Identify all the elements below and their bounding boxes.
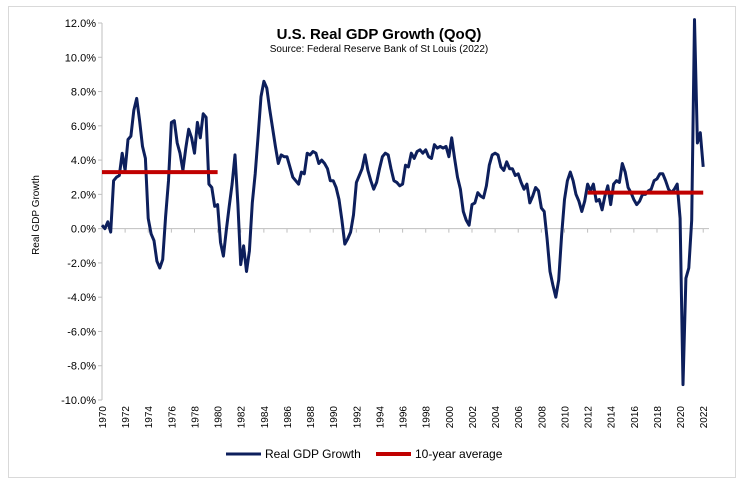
x-tick-label: 2022 [699, 406, 710, 429]
x-tick-label: 1980 [214, 406, 225, 429]
x-axis: 1970 1972 1974 1976 1978 1980 1982 1984 1986 1988… [98, 228, 710, 429]
x-tick-label: 1990 [329, 406, 340, 429]
y-tick-label: 12.0% [65, 18, 96, 30]
y-tick-label: 8.0% [71, 87, 96, 99]
x-tick-label: 2014 [607, 406, 618, 429]
x-tick-label: 1994 [375, 406, 386, 429]
x-tick-label: 1976 [167, 406, 178, 429]
x-tick-label: 2008 [537, 406, 548, 429]
x-tick-label: 1978 [190, 406, 201, 429]
y-tick-label: 4.0% [71, 155, 96, 167]
x-tick-label: 2000 [445, 406, 456, 429]
y-tick-label: 10.0% [65, 52, 96, 64]
y-axis-label: Real GDP Growth [31, 175, 42, 255]
legend-label-gdp: Real GDP Growth [265, 447, 361, 461]
x-tick-label: 1972 [121, 406, 132, 429]
x-tick-label: 1996 [399, 406, 410, 429]
legend-label-average: 10-year average [415, 447, 503, 461]
x-tick-label: 2002 [468, 406, 479, 429]
y-axis: -10.0% -8.0% -6.0% -4.0% -2.0% 0.0% 2.0% 4.0% 6.… [61, 18, 103, 407]
gdp-growth-chart: U.S. Real GDP Growth (QoQ) Source: Feder… [31, 18, 710, 461]
chart-frame: U.S. Real GDP Growth (QoQ) Source: Feder… [8, 6, 736, 478]
x-tick-label: 2004 [491, 406, 502, 429]
x-tick-label: 2010 [560, 406, 571, 429]
y-tick-label: -6.0% [67, 326, 96, 338]
x-tick-label: 2016 [630, 406, 641, 429]
plot-area [100, 18, 705, 387]
x-tick-label: 2020 [676, 406, 687, 429]
chart-title: U.S. Real GDP Growth (QoQ) [277, 26, 482, 43]
y-tick-label: -8.0% [67, 361, 96, 373]
x-tick-label: 1970 [98, 406, 109, 429]
y-tick-label: 2.0% [71, 189, 96, 201]
x-tick-label: 1988 [306, 406, 317, 429]
y-tick-label: -2.0% [67, 258, 96, 270]
legend: Real GDP Growth 10-year average [226, 447, 503, 461]
x-tick-label: 1986 [283, 406, 294, 429]
x-tick-label: 1984 [260, 406, 271, 429]
x-tick-label: 1982 [237, 406, 248, 429]
chart-subtitle: Source: Federal Reserve Bank of St Louis… [270, 44, 488, 55]
y-tick-label: 6.0% [71, 121, 96, 133]
y-tick-label: -4.0% [67, 292, 96, 304]
x-tick-label: 1974 [144, 406, 155, 429]
gdp-growth-line [100, 18, 705, 387]
x-tick-label: 2012 [584, 406, 595, 429]
x-tick-label: 1998 [422, 406, 433, 429]
y-tick-label: -10.0% [61, 395, 96, 407]
x-tick-label: 2018 [653, 406, 664, 429]
x-tick-label: 2006 [514, 406, 525, 429]
y-tick-label: 0.0% [71, 224, 96, 236]
x-tick-label: 1992 [352, 406, 363, 429]
